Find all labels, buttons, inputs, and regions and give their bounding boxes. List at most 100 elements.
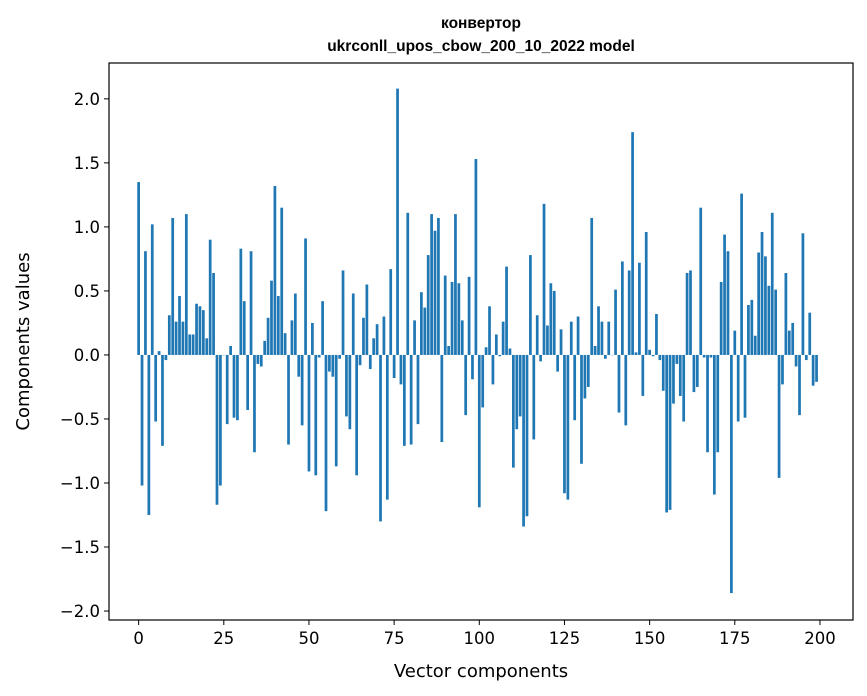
bar-6: [157, 351, 161, 355]
bar-78: [402, 354, 406, 446]
bar-131: [583, 354, 587, 399]
bar-172: [723, 234, 726, 355]
bar-124: [559, 329, 563, 355]
bar-144: [627, 270, 631, 355]
bar-192: [791, 322, 795, 355]
bar-30: [239, 248, 243, 355]
bar-0: [137, 182, 140, 355]
bar-164: [695, 354, 699, 387]
bar-43: [283, 333, 287, 355]
bar-68: [368, 354, 372, 370]
bar-143: [624, 354, 628, 426]
bar-108: [505, 266, 508, 355]
bar-109: [508, 348, 512, 355]
bar-167: [706, 354, 709, 453]
bar-62: [348, 354, 352, 430]
bar-82: [416, 354, 420, 425]
bar-17: [195, 303, 198, 355]
x-tick-label: 150: [634, 629, 666, 648]
bar-199: [815, 354, 818, 382]
x-axis-ticks: 0 25 50 75 100 125 150 175 200: [133, 620, 836, 648]
y-tick-label: −2.0: [60, 602, 100, 621]
bar-12: [178, 296, 181, 355]
bar-66: [362, 317, 365, 355]
bar-2: [144, 251, 147, 355]
x-tick-label: 175: [719, 629, 751, 648]
bar-174: [730, 354, 733, 594]
bar-10: [171, 217, 175, 355]
bar-105: [494, 334, 498, 355]
bar-91: [447, 345, 450, 355]
bar-49: [304, 238, 307, 355]
bar-177: [740, 193, 743, 355]
bar-128: [573, 354, 577, 421]
bar-191: [787, 330, 791, 355]
bar-190: [784, 272, 788, 355]
bar-series: [137, 88, 818, 594]
bar-22: [212, 272, 215, 355]
bar-195: [801, 233, 805, 355]
bar-58: [334, 354, 338, 467]
chart-title-line-1: конвертор: [441, 15, 521, 32]
bar-84: [423, 307, 427, 355]
bar-42: [280, 207, 284, 355]
bar-26: [225, 354, 229, 425]
bar-154: [661, 354, 665, 391]
x-tick-label: 75: [384, 629, 405, 648]
bar-16: [191, 334, 195, 355]
bar-161: [685, 272, 689, 355]
y-axis-label: Components values: [13, 252, 34, 430]
bar-180: [750, 299, 754, 355]
bar-92: [450, 281, 454, 355]
bar-55: [324, 354, 328, 512]
y-tick-label: 0.0: [74, 346, 100, 365]
bar-45: [290, 320, 294, 355]
bar-99: [474, 159, 478, 355]
bar-4: [150, 224, 154, 355]
bar-127: [569, 321, 573, 355]
bar-5: [154, 354, 158, 422]
bar-80: [409, 354, 413, 445]
bar-89: [440, 354, 444, 443]
bar-29: [236, 354, 239, 421]
bar-70: [375, 324, 379, 355]
bar-187: [774, 289, 778, 355]
bar-64: [355, 354, 359, 476]
bar-34: [253, 354, 256, 453]
bar-100: [477, 354, 481, 508]
bar-173: [726, 251, 730, 355]
bar-18: [198, 306, 202, 355]
bar-39: [270, 280, 273, 355]
bar-77: [399, 354, 403, 385]
bar-60: [341, 270, 345, 355]
bar-101: [481, 354, 485, 408]
bar-157: [672, 354, 675, 404]
y-tick-label: −0.5: [60, 410, 100, 429]
bar-87: [433, 230, 437, 355]
bar-115: [529, 255, 532, 355]
bar-194: [798, 354, 801, 416]
bar-98: [471, 354, 474, 380]
bar-71: [379, 354, 382, 522]
bar-119: [542, 203, 546, 355]
bar-117: [535, 315, 539, 355]
bar-156: [668, 354, 672, 510]
bar-41: [276, 296, 280, 355]
bar-74: [389, 269, 393, 355]
bar-121: [549, 283, 553, 355]
bar-11: [174, 321, 178, 355]
x-tick-label: 0: [133, 629, 144, 648]
bar-38: [266, 317, 270, 355]
x-tick-label: 125: [549, 629, 581, 648]
bar-197: [808, 312, 812, 355]
bar-140: [614, 289, 617, 355]
bar-170: [716, 354, 720, 453]
bar-48: [300, 354, 304, 426]
bar-196: [804, 354, 808, 361]
bar-183: [760, 232, 764, 355]
bar-133: [590, 217, 594, 355]
bar-79: [406, 212, 410, 355]
bar-188: [777, 354, 781, 478]
bar-132: [586, 354, 590, 387]
chart-title-line-2: ukrconll_upos_cbow_200_10_2022 model: [327, 38, 635, 55]
